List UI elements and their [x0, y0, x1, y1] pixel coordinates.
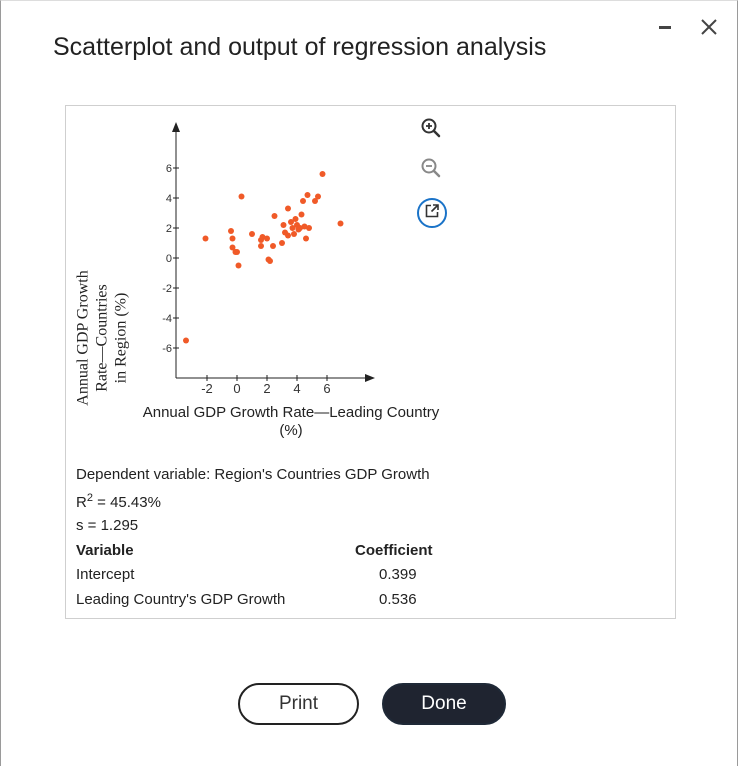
- data-point: [267, 258, 273, 264]
- r-squared-value: = 45.43%: [92, 494, 161, 511]
- y-tick-label: 0: [166, 253, 172, 265]
- x-axis-label: Annual GDP Growth Rate—Leading Country (…: [66, 404, 516, 440]
- data-point: [288, 219, 294, 225]
- zoom-in-icon: [420, 117, 442, 144]
- x-axis-arrow: [365, 374, 375, 382]
- data-point: [183, 337, 189, 344]
- r-squared-prefix: R: [76, 494, 87, 511]
- y-tick-label: 2: [166, 223, 172, 235]
- r-squared-text: R2 = 45.43%: [76, 492, 161, 511]
- data-point: [303, 235, 309, 242]
- data-point: [285, 232, 291, 239]
- slope-coefficient: 0.536: [379, 591, 417, 608]
- y-tick-label: -6: [162, 343, 172, 355]
- r-squared-superscript: 2: [86, 492, 93, 504]
- close-button[interactable]: [695, 15, 723, 43]
- data-point: [264, 235, 270, 242]
- std-error-text: s = 1.295: [76, 517, 139, 534]
- data-point: [270, 243, 276, 249]
- y-axis-arrow: [172, 122, 180, 132]
- x-tick-label: 2: [263, 381, 270, 396]
- intercept-label: Intercept: [76, 566, 135, 583]
- chart-panel: Annual GDP Growth Rate—Countries in Regi…: [65, 105, 676, 619]
- close-icon: [699, 17, 719, 42]
- x-axis-label-line2: (%): [279, 422, 303, 439]
- y-tick-label: -2: [162, 283, 172, 295]
- scatter-plot: 6 4 2 0 -2 -4 -6 -2 0 2 4 6: [162, 122, 375, 396]
- data-point: [289, 225, 296, 231]
- axes: 6 4 2 0 -2 -4 -6 -2 0 2 4 6: [162, 122, 375, 396]
- minimize-button[interactable]: [651, 15, 679, 43]
- data-point: [228, 228, 234, 234]
- data-point: [258, 243, 264, 249]
- data-point: [306, 225, 312, 231]
- data-point: [229, 235, 236, 242]
- data-point: [238, 193, 245, 200]
- slope-label: Leading Country's GDP Growth: [76, 591, 286, 608]
- zoom-in-button[interactable]: [417, 116, 445, 144]
- data-point: [300, 198, 306, 204]
- done-button[interactable]: Done: [382, 683, 506, 725]
- data-point: [235, 262, 242, 269]
- y-tick-label: 4: [166, 193, 172, 205]
- data-point: [232, 249, 239, 255]
- data-point: [315, 193, 321, 200]
- x-tick-label: 4: [293, 381, 300, 396]
- external-link-icon: [424, 203, 440, 224]
- data-point: [271, 213, 278, 219]
- data-point: [298, 211, 305, 218]
- data-point: [337, 220, 344, 227]
- data-point: [279, 240, 285, 246]
- data-point: [291, 231, 297, 237]
- dialog-title: Scatterplot and output of regression ana…: [53, 33, 547, 61]
- data-point: [292, 216, 299, 222]
- data-point: [202, 235, 209, 242]
- zoom-out-button[interactable]: [417, 156, 445, 184]
- zoom-out-icon: [420, 157, 442, 184]
- data-point: [229, 244, 236, 251]
- x-axis-label-line1: Annual GDP Growth Rate—Leading Country: [142, 404, 440, 421]
- data-point: [249, 231, 255, 237]
- print-button[interactable]: Print: [238, 683, 359, 725]
- data-point: [280, 222, 287, 228]
- data-points: [183, 171, 344, 344]
- minimize-icon: [657, 19, 673, 40]
- data-point: [285, 205, 291, 212]
- y-tick-label: -4: [162, 313, 172, 325]
- data-point: [304, 192, 311, 198]
- popout-button[interactable]: [417, 198, 447, 228]
- data-point: [312, 198, 318, 204]
- variable-header: Variable: [76, 542, 134, 559]
- y-tick-label: 6: [166, 163, 172, 175]
- x-tick-label: 0: [233, 381, 240, 396]
- intercept-coefficient: 0.399: [379, 566, 417, 583]
- data-point: [319, 171, 326, 177]
- x-tick-label: -2: [201, 381, 213, 396]
- coefficient-header: Coefficient: [355, 542, 433, 559]
- x-tick-label: 6: [323, 381, 330, 396]
- dependent-variable-text: Dependent variable: Region's Countries G…: [76, 466, 430, 483]
